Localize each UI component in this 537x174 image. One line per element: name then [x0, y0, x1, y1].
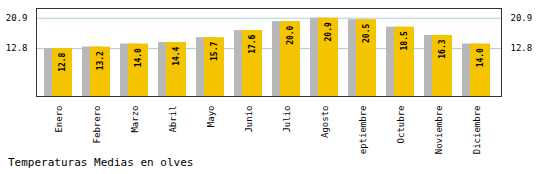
svg-text:17.6: 17.6 — [248, 34, 257, 53]
svg-text:12.8: 12.8 — [58, 52, 67, 71]
svg-text:Agosto: Agosto — [320, 106, 330, 139]
svg-text:20.9: 20.9 — [6, 13, 28, 23]
svg-text:Marzo: Marzo — [130, 106, 140, 133]
svg-text:Abril: Abril — [168, 106, 178, 133]
svg-text:Noviembre: Noviembre — [434, 106, 444, 155]
svg-text:14.4: 14.4 — [172, 46, 181, 65]
svg-text:12.8: 12.8 — [6, 43, 28, 53]
svg-text:15.7: 15.7 — [210, 42, 219, 61]
svg-text:Junio: Junio — [244, 106, 254, 133]
svg-text:Octubre: Octubre — [396, 106, 406, 144]
html-text:Temperaturas Medias en olves: Temperaturas Medias en olves — [8, 156, 194, 169]
svg-text:Diciembre: Diciembre — [472, 106, 482, 155]
svg-text:14.0: 14.0 — [476, 48, 485, 67]
svg-text:Febrero: Febrero — [92, 106, 102, 144]
svg-text:Julio: Julio — [282, 106, 292, 133]
svg-text:16.3: 16.3 — [438, 39, 447, 58]
svg-text:20.9: 20.9 — [324, 22, 333, 41]
svg-text:18.5: 18.5 — [400, 31, 409, 50]
svg-text:13.2: 13.2 — [96, 51, 105, 70]
svg-text:12.8: 12.8 — [511, 43, 533, 53]
svg-text:20.9: 20.9 — [511, 13, 533, 23]
svg-text:14.0: 14.0 — [134, 48, 143, 67]
svg-text:Enero: Enero — [54, 106, 64, 133]
svg-text:Mayo: Mayo — [206, 106, 216, 128]
svg-text:20.5: 20.5 — [362, 24, 371, 43]
svg-text:Septiembre: Septiembre — [358, 106, 368, 155]
svg-text:20.0: 20.0 — [286, 25, 295, 44]
